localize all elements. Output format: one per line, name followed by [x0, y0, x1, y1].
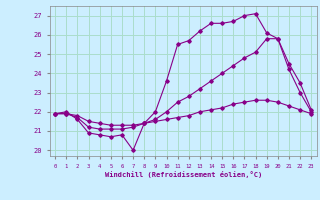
X-axis label: Windchill (Refroidissement éolien,°C): Windchill (Refroidissement éolien,°C)	[105, 171, 262, 178]
